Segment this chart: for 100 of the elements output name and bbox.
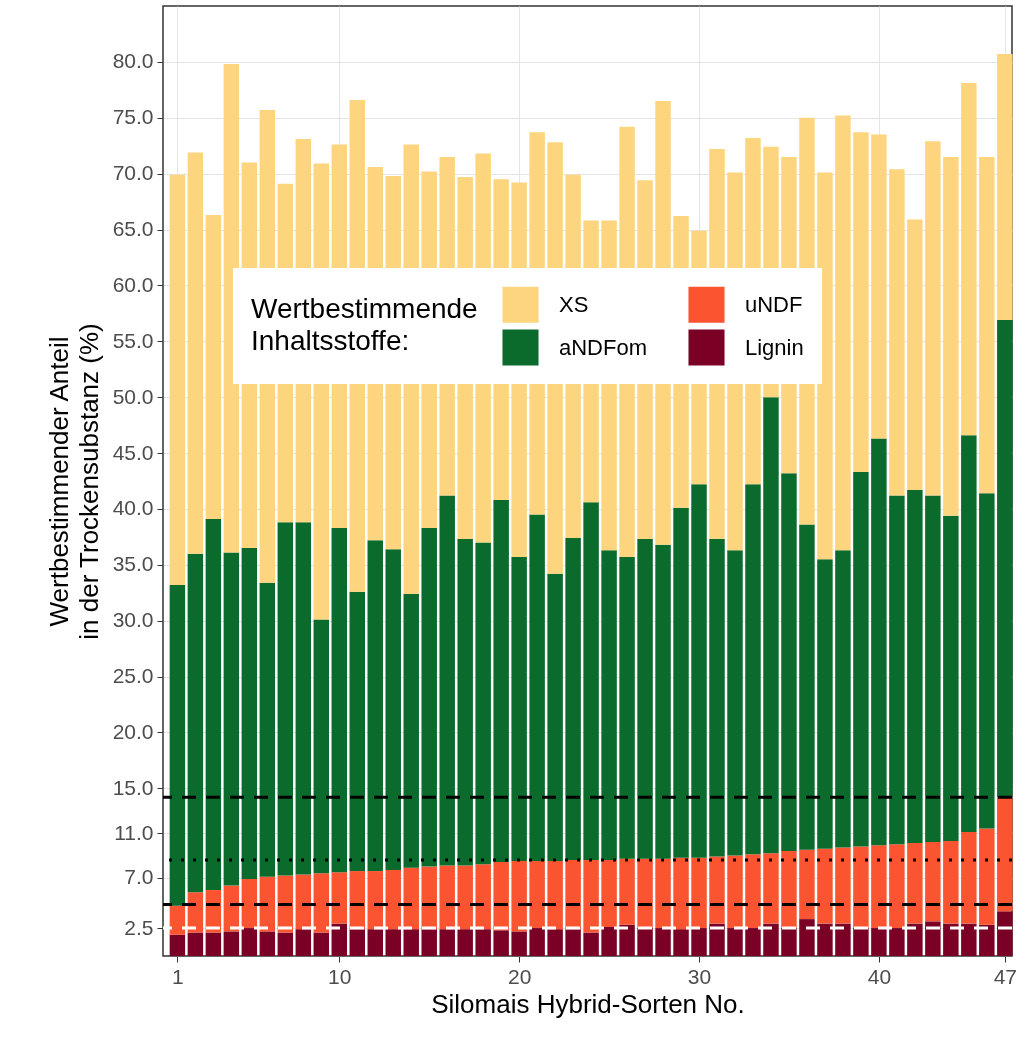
bar (187, 553, 204, 893)
legend-label: aNDFom (559, 334, 648, 360)
bar (655, 544, 671, 859)
y-tick-label: 25.0 (112, 664, 154, 688)
y-tick-label: 70.0 (112, 161, 154, 185)
bar (529, 514, 545, 861)
bar (781, 850, 797, 929)
bar (331, 872, 348, 924)
bar (619, 924, 635, 956)
bar (457, 539, 473, 866)
y-tick-label: 75.0 (112, 105, 154, 129)
bar (547, 573, 563, 861)
bar (799, 919, 815, 956)
bar (403, 867, 419, 930)
bar (979, 828, 995, 925)
bar (781, 473, 797, 851)
bar (331, 923, 348, 956)
bar (745, 928, 761, 956)
bar (619, 858, 635, 925)
y-tick-label: 20.0 (112, 719, 154, 743)
bar (835, 115, 851, 551)
bar (889, 495, 905, 845)
bar (403, 929, 419, 956)
bar (205, 519, 222, 891)
bar (637, 928, 653, 956)
bar (439, 929, 455, 956)
bar (583, 859, 599, 933)
bar (763, 397, 779, 854)
bar (241, 928, 258, 956)
bar (493, 862, 509, 931)
bar (511, 861, 527, 932)
bar (529, 928, 545, 956)
bar (907, 923, 923, 956)
bar (241, 548, 258, 879)
bar (601, 550, 617, 860)
bar (943, 923, 959, 956)
bar (871, 928, 887, 956)
y-tick-label: 11.0 (114, 820, 154, 844)
bar (511, 557, 527, 861)
bar (241, 878, 258, 929)
bar (223, 931, 240, 956)
bar (277, 932, 294, 956)
y-tick-label: 65.0 (112, 217, 154, 241)
y-tick-label: 7.0 (124, 865, 154, 889)
bar (619, 557, 635, 859)
bar (259, 582, 276, 877)
bar (853, 132, 869, 473)
bar (853, 928, 869, 956)
bar (637, 539, 653, 859)
bar (637, 858, 653, 929)
legend-label: uNDF (745, 291, 803, 317)
bar (979, 493, 995, 829)
x-tick-label: 1 (172, 964, 184, 988)
bar (349, 591, 365, 872)
x-tick-label: 20 (507, 964, 532, 988)
bar (673, 507, 689, 858)
x-tick-label: 40 (867, 964, 892, 988)
y-tick-label: 30.0 (112, 608, 154, 632)
bar (907, 489, 923, 844)
y-tick-label: 35.0 (112, 552, 154, 576)
y-tick-label: 45.0 (112, 440, 154, 464)
bar (475, 929, 491, 956)
bar (367, 929, 383, 956)
bar (763, 923, 779, 956)
bar (817, 172, 833, 560)
bar (457, 865, 473, 930)
bar (745, 854, 761, 929)
bar (961, 923, 977, 956)
bar (853, 846, 869, 929)
bar (799, 849, 815, 920)
y-tick-label: 60.0 (112, 272, 154, 296)
bar (907, 219, 923, 490)
legend-label: XS (559, 291, 589, 317)
bar (907, 843, 923, 924)
bar (547, 861, 563, 930)
bar (169, 934, 186, 956)
bar (493, 500, 509, 863)
bar (511, 931, 527, 956)
bar (601, 859, 617, 927)
bar (277, 522, 294, 876)
bar (259, 876, 276, 932)
bar (169, 905, 186, 935)
bar (817, 559, 833, 849)
bar (835, 923, 851, 956)
bar (421, 527, 437, 867)
bar (565, 538, 581, 860)
legend-title: Wertbestimmende Inhaltsstoffe: (251, 293, 478, 356)
y-tick-label: 80.0 (112, 49, 154, 73)
bar (385, 929, 401, 956)
bar (835, 550, 851, 848)
bar (205, 932, 222, 956)
bar (529, 861, 545, 929)
bar (331, 527, 348, 873)
bar (871, 845, 887, 929)
bar (925, 921, 941, 956)
bar (817, 848, 833, 924)
bar (691, 484, 707, 858)
bar (817, 923, 833, 956)
bar (709, 539, 725, 857)
x-tick-label: 30 (687, 964, 712, 988)
